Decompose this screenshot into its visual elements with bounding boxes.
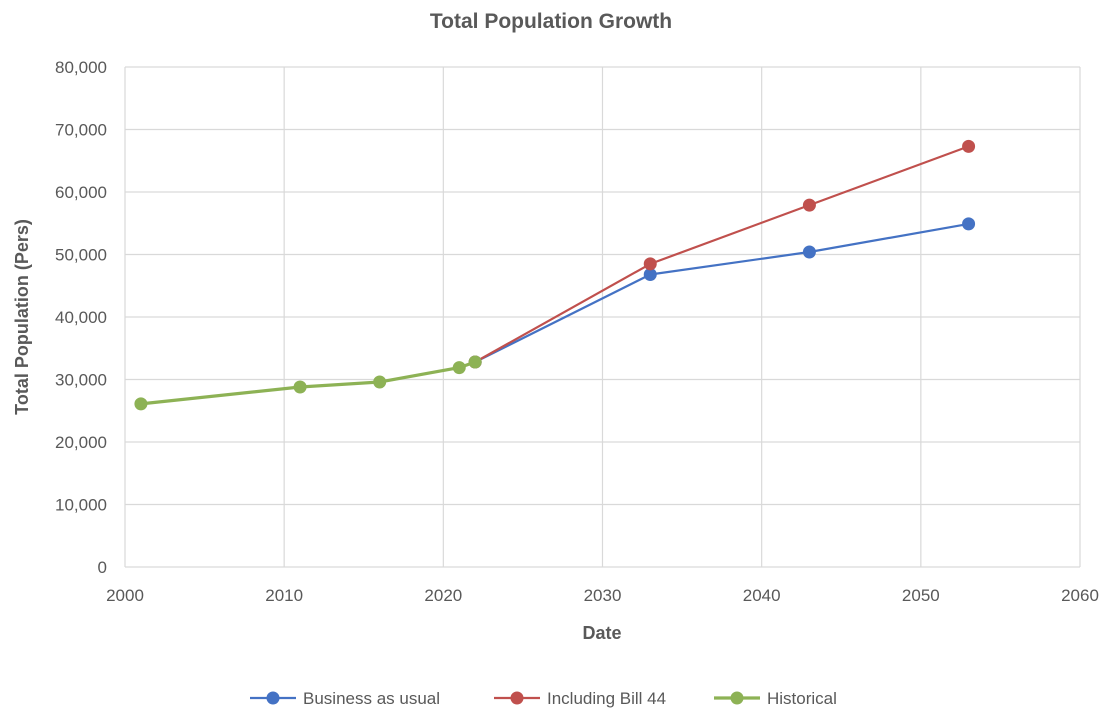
x-axis-title: Date <box>582 623 621 643</box>
legend-marker-including-bill-44 <box>510 691 524 705</box>
y-axis-title: Total Population (Pers) <box>12 219 32 415</box>
legend-item-historical: Historical <box>714 689 837 708</box>
series-group <box>134 139 976 411</box>
data-point-historical <box>373 375 387 389</box>
data-point-historical <box>452 361 466 375</box>
y-tick-label: 40,000 <box>55 308 107 327</box>
series-line-including-bill-44 <box>474 145 969 363</box>
data-point-including-bill-44 <box>802 198 816 212</box>
y-tick-label: 30,000 <box>55 371 107 390</box>
legend-item-business-as-usual: Business as usual <box>250 689 440 708</box>
chart-title: Total Population Growth <box>430 10 672 33</box>
legend-marker-historical <box>730 691 744 705</box>
data-point-including-bill-44 <box>962 139 976 153</box>
series-business-as-usual <box>468 217 976 369</box>
legend: Business as usual Including Bill 44 Histor… <box>250 689 837 708</box>
series-line-historical <box>140 360 476 406</box>
x-tick-label: 2040 <box>743 586 781 605</box>
series-historical <box>134 355 482 411</box>
y-tick-label: 0 <box>98 558 107 577</box>
y-tick-label: 80,000 <box>55 58 107 77</box>
data-point-business-as-usual <box>962 217 976 231</box>
y-tick-label: 20,000 <box>55 433 107 452</box>
legend-label-including-bill-44: Including Bill 44 <box>547 689 666 708</box>
x-tick-label: 2010 <box>265 586 303 605</box>
y-tick-label: 10,000 <box>55 496 107 515</box>
gridlines <box>124 66 1081 568</box>
data-point-business-as-usual <box>643 268 657 281</box>
y-tick-label: 50,000 <box>55 246 107 265</box>
x-tick-label: 2050 <box>902 586 940 605</box>
legend-item-including-bill-44: Including Bill 44 <box>494 689 666 708</box>
data-point-including-bill-44 <box>643 257 657 271</box>
y-tick-label: 60,000 <box>55 183 107 202</box>
axes: 0 10,000 20,000 30,000 40,000 50,000 60,000 70,… <box>55 58 1099 605</box>
data-point-business-as-usual <box>802 245 816 259</box>
legend-label-historical: Historical <box>767 689 837 708</box>
data-point-historical <box>293 380 307 394</box>
legend-marker-business-as-usual <box>266 691 280 705</box>
legend-label-business-as-usual: Business as usual <box>303 689 440 708</box>
data-point-historical <box>134 397 148 411</box>
x-tick-label: 2030 <box>584 586 622 605</box>
x-tick-label: 2020 <box>424 586 462 605</box>
series-line-business-as-usual <box>474 222 969 363</box>
x-tick-label: 2000 <box>106 586 144 605</box>
data-point-historical <box>468 355 482 369</box>
y-tick-label: 70,000 <box>55 121 107 140</box>
x-tick-label: 2060 <box>1061 586 1099 605</box>
